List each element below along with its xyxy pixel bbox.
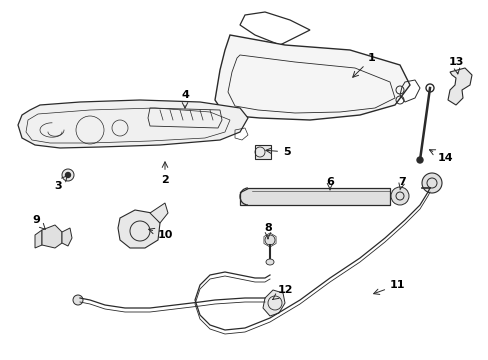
Text: 5: 5 [265, 147, 290, 157]
Polygon shape [263, 290, 285, 316]
Text: 1: 1 [352, 53, 375, 77]
Text: 13: 13 [447, 57, 463, 74]
Polygon shape [150, 203, 168, 223]
Bar [254, 145, 270, 159]
Text: 14: 14 [428, 150, 453, 163]
Circle shape [73, 295, 83, 305]
Polygon shape [42, 225, 62, 248]
Circle shape [264, 235, 274, 245]
Text: 2: 2 [161, 162, 168, 185]
Text: 11: 11 [373, 280, 405, 294]
Polygon shape [215, 35, 409, 120]
Circle shape [425, 84, 433, 92]
Text: 9: 9 [32, 215, 45, 229]
Polygon shape [447, 68, 471, 105]
Text: 8: 8 [264, 223, 271, 239]
Text: 7: 7 [397, 177, 405, 190]
Text: 3: 3 [54, 176, 67, 191]
Circle shape [421, 173, 441, 193]
Polygon shape [240, 188, 389, 205]
Polygon shape [18, 100, 247, 148]
Circle shape [65, 172, 70, 177]
Ellipse shape [265, 259, 273, 265]
Circle shape [62, 169, 74, 181]
Text: 10: 10 [148, 228, 173, 240]
Text: 6: 6 [325, 177, 333, 190]
Text: 4: 4 [181, 90, 188, 108]
Polygon shape [62, 228, 72, 246]
Circle shape [416, 157, 422, 163]
Circle shape [390, 187, 408, 205]
Polygon shape [35, 230, 42, 248]
Text: 12: 12 [272, 285, 293, 300]
Polygon shape [118, 210, 160, 248]
